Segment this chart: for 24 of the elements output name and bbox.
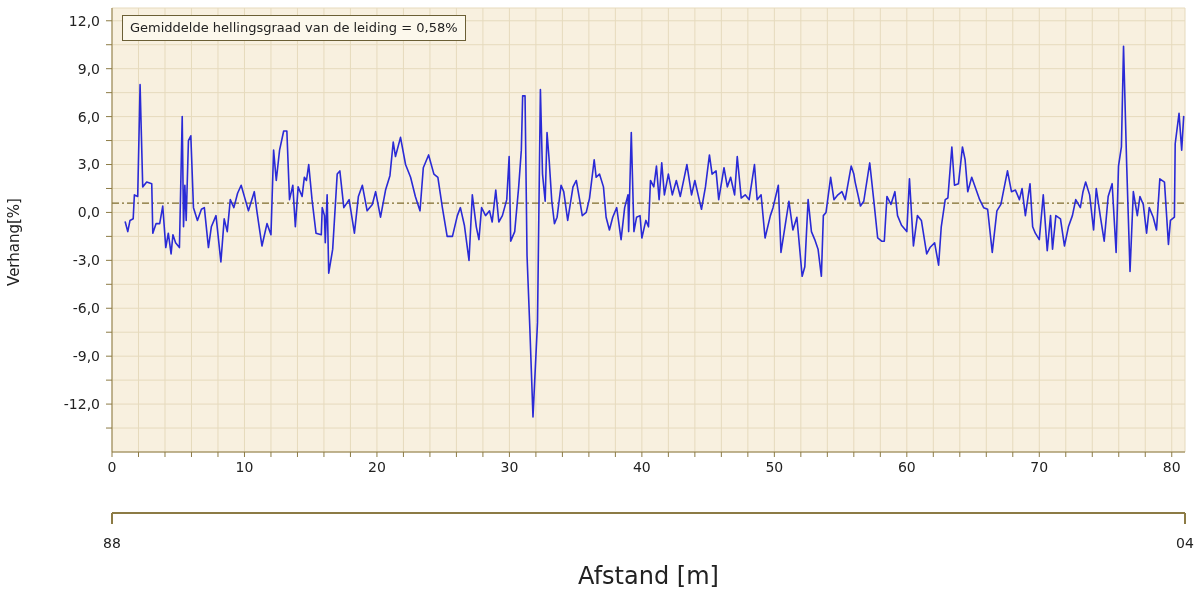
x-tick-label: 70 [1030, 458, 1049, 475]
y-tick-label: 0,0 [77, 204, 100, 221]
y-tick-label: -12,0 [63, 396, 100, 413]
line-series [124, 45, 1185, 418]
x-tick-label: 20 [368, 458, 386, 475]
y-tick-label: 9,0 [77, 60, 100, 77]
text: 04 [1176, 534, 1194, 552]
x-tick-label: 0 [107, 458, 117, 475]
y-tick-label: -3,0 [72, 252, 100, 269]
annotation: Gemiddelde hellingsgraad van de leiding = 0,58% [122, 15, 466, 41]
y-tick-label: 12,0 [68, 12, 100, 29]
x-tick-label: 60 [897, 458, 916, 475]
x-axis-title: Afstand [m] [577, 561, 720, 591]
y-axis-title: Verhang[%] [5, 198, 24, 286]
y-tick-label: -9,0 [72, 348, 100, 365]
x-tick-label: 50 [765, 458, 784, 475]
y-tick-label: -6,0 [72, 300, 100, 317]
x-tick-label: 30 [500, 458, 519, 475]
y-tick-label: 6,0 [77, 108, 100, 125]
text: 88 [103, 534, 121, 552]
x-tick-label: 40 [632, 458, 651, 475]
y-tick-label: 3,0 [77, 156, 100, 173]
x-tick-label: 10 [235, 458, 254, 475]
x-tick-label: 80 [1162, 458, 1181, 475]
